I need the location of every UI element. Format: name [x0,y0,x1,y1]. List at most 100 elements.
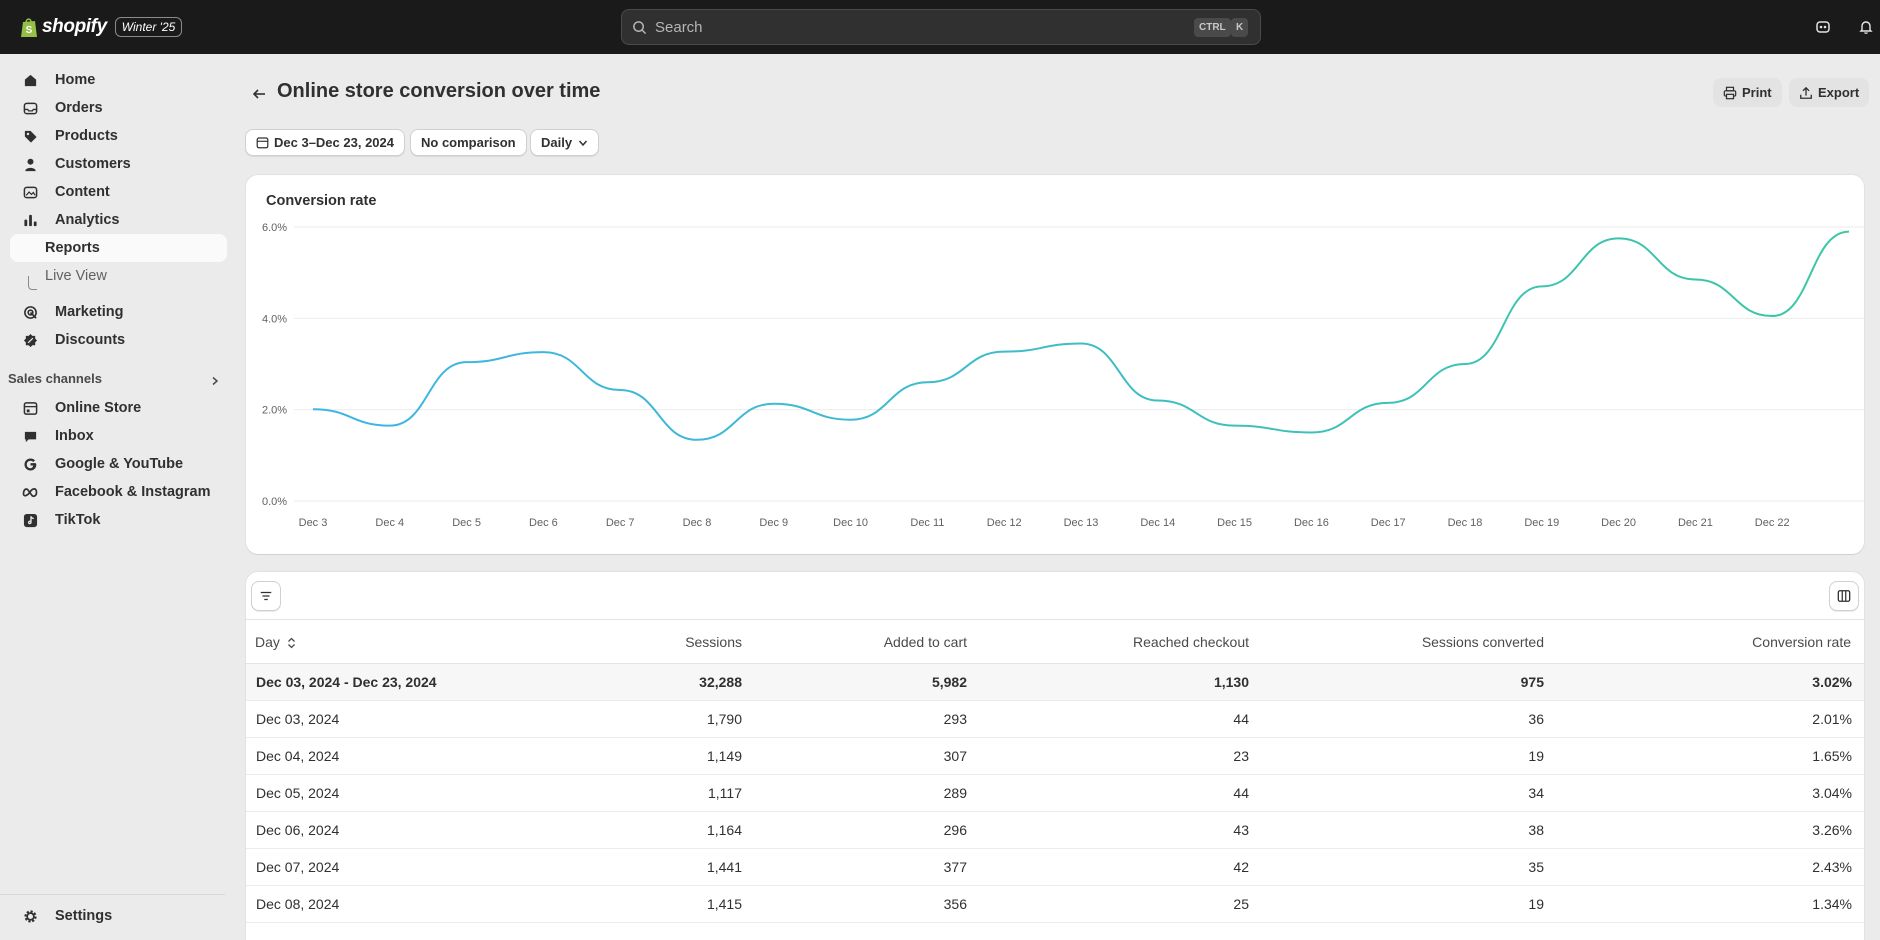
cell-sessions: 1,117 [708,785,742,801]
sidebar-item-discounts[interactable]: Discounts [10,326,227,354]
cell-reached-checkout: 42 [1233,859,1249,875]
table-row[interactable]: Dec 05, 2024 1,117 289 44 34 3.04% [246,775,1864,812]
cell-sessions: 32,288 [699,674,742,690]
column-header-day[interactable]: Day [255,634,296,650]
chevron-down-icon [579,140,588,146]
data-point-dec-19[interactable] [1539,283,1545,289]
cell-added-to-cart: 296 [943,822,967,838]
data-point-dec-3[interactable] [310,406,316,412]
conversion-rate-series-line[interactable] [312,230,1850,441]
store-switcher-icon[interactable] [1813,17,1833,37]
column-header-sessions[interactable]: Sessions [685,634,742,650]
cell-conversion-rate: 3.04% [1812,785,1852,801]
sidebar-item-google-youtube[interactable]: Google & YouTube [10,450,227,478]
print-button[interactable]: Print [1713,78,1782,107]
chevron-right-icon[interactable] [210,373,220,390]
data-point-dec-21[interactable] [1692,277,1698,283]
sidebar-item-marketing[interactable]: Marketing [10,298,227,326]
data-point-dec-14[interactable] [1155,398,1161,404]
x-tick-label: Dec 22 [1755,517,1790,529]
filter-sort-button[interactable] [251,581,281,611]
data-point-dec-7[interactable] [617,387,623,393]
data-point-dec-9[interactable] [771,401,777,407]
sales-channels-label[interactable]: Sales channels [8,371,102,386]
sidebar-item-analytics[interactable]: Analytics [10,206,227,234]
export-button[interactable]: Export [1789,78,1870,107]
google-icon [22,456,38,472]
date-range-picker[interactable]: Dec 3–Dec 23, 2024 [245,129,405,156]
edition-badge[interactable]: Winter '25 [114,17,183,37]
table-row[interactable]: Dec 08, 2024 1,415 356 25 19 1.34% [246,886,1864,923]
sidebar-item-label: Home [55,72,96,88]
cell-reached-checkout: 1,130 [1213,674,1249,690]
top-bar: S shopify Winter '25 Search CTRL K [0,0,1880,54]
data-point-dec-22[interactable] [1769,313,1775,319]
data-point-dec-17[interactable] [1385,400,1391,406]
sidebar-item-label: Customers [55,156,131,172]
data-point-dec-11[interactable] [924,379,930,385]
data-point-dec-8[interactable] [694,437,700,443]
y-tick-label: 4.0% [262,313,287,325]
sidebar-item-inbox[interactable]: Inbox [10,422,227,450]
sidebar-item-facebook-instagram[interactable]: Facebook & Instagram [10,478,227,506]
table-row-total[interactable]: Dec 03, 2024 - Dec 23, 2024 32,288 5,982… [246,664,1864,701]
cell-reached-checkout: 23 [1233,748,1249,764]
sidebar-item-products[interactable]: Products [10,122,227,150]
data-point-dec-4[interactable] [387,423,393,429]
data-point-dec-10[interactable] [848,417,854,423]
target-icon [22,304,38,320]
column-header-reached-checkout[interactable]: Reached checkout [1133,634,1249,650]
column-header-conversion-rate[interactable]: Conversion rate [1752,634,1851,650]
data-point-dec-15[interactable] [1232,423,1238,429]
kbd-k: K [1231,18,1249,37]
table-row[interactable]: Dec 06, 2024 1,164 296 43 38 3.26% [246,812,1864,849]
data-point-dec-6[interactable] [540,349,546,355]
data-point-dec-18[interactable] [1462,361,1468,367]
tiktok-icon [22,512,38,528]
x-tick-label: Dec 20 [1601,517,1636,529]
data-point-dec-5[interactable] [464,359,470,365]
data-point-dec-16[interactable] [1308,430,1314,436]
bell-icon[interactable] [1856,17,1876,37]
x-tick-label: Dec 12 [987,517,1022,529]
sidebar-item-live-view[interactable]: Live View [10,262,227,290]
export-icon [1800,86,1812,99]
granularity-picker[interactable]: Daily [530,129,600,156]
sidebar-item-content[interactable]: Content [10,178,227,206]
sidebar-item-label: Google & YouTube [55,456,184,472]
data-point-dec-12[interactable] [1001,349,1007,355]
comparison-picker[interactable]: No comparison [410,129,527,156]
gear-icon [22,908,38,924]
sidebar-item-settings[interactable]: Settings [10,902,227,930]
back-arrow-icon[interactable] [249,84,269,104]
data-point-dec-13[interactable] [1078,340,1084,346]
sidebar-item-customers[interactable]: Customers [10,150,227,178]
cell-conversion-rate: 2.01% [1812,711,1852,727]
sidebar-item-orders[interactable]: Orders [10,94,227,122]
table-row[interactable]: Dec 07, 2024 1,441 377 42 35 2.43% [246,849,1864,886]
shopify-logo[interactable]: S shopify Winter '25 [20,16,183,38]
table-row[interactable]: Dec 03, 2024 1,790 293 44 36 2.01% [246,701,1864,738]
cell-conversion-rate: 1.34% [1812,896,1852,912]
search-input[interactable]: Search CTRL K [621,9,1261,45]
export-label: Export [1818,85,1860,100]
cell-conversion-rate: 3.02% [1812,674,1852,690]
sidebar-item-label: Content [55,184,110,200]
sidebar-item-home[interactable]: Home [10,66,227,94]
x-tick-label: Dec 17 [1371,517,1406,529]
date-range-label: Dec 3–Dec 23, 2024 [274,135,394,150]
columns-button[interactable] [1829,581,1859,611]
column-header-sessions-converted[interactable]: Sessions converted [1421,634,1544,650]
cell-reached-checkout: 44 [1233,711,1249,727]
data-point-dec-23[interactable] [1846,229,1852,235]
cell-day: Dec 06, 2024 [256,822,340,838]
column-header-added-to-cart[interactable]: Added to cart [883,634,967,650]
x-tick-label: Dec 10 [833,517,868,529]
tree-branch-connector [28,276,37,290]
conversion-table-card: Day Sessions Added to cart Reached check… [246,572,1864,940]
data-point-dec-20[interactable] [1616,235,1622,241]
sidebar-item-reports[interactable]: Reports [10,234,227,262]
sidebar-item-tiktok[interactable]: TikTok [10,506,227,534]
table-row[interactable]: Dec 04, 2024 1,149 307 23 19 1.65% [246,738,1864,775]
sidebar-item-online-store[interactable]: Online Store [10,394,227,422]
